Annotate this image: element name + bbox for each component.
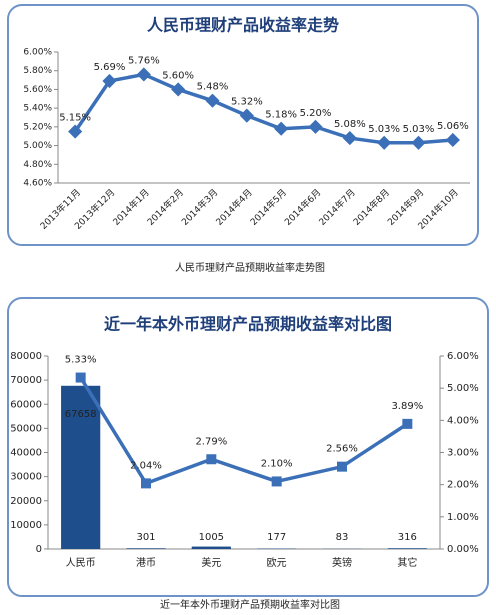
y2-tick-label: 2.00%	[447, 480, 479, 491]
y2-tick-label: 1.00%	[447, 512, 479, 523]
data-label: 5.08%	[334, 119, 366, 130]
y2-tick-label: 3.00%	[447, 448, 479, 459]
y-tick-label: 4.80%	[23, 160, 52, 170]
data-label: 5.03%	[368, 124, 400, 135]
marker	[75, 372, 86, 383]
data-label: 5.15%	[59, 113, 91, 124]
marker	[308, 119, 323, 134]
data-label: 177	[267, 532, 286, 543]
data-label: 5.33%	[65, 355, 97, 366]
data-label: 5.60%	[162, 70, 194, 81]
y-tick-label: 5.40%	[23, 104, 52, 114]
panel	[7, 4, 479, 246]
data-label: 2.10%	[261, 458, 293, 469]
caption: 近一年本外币理财产品预期收益率对比图	[160, 598, 340, 611]
panel	[7, 297, 489, 597]
x-tick-label: 其它	[397, 556, 417, 569]
data-label: 2.04%	[130, 460, 162, 471]
y-tick-label: 40000	[10, 448, 42, 459]
data-label: 67658	[65, 409, 97, 420]
data-label: 5.32%	[231, 97, 263, 108]
marker	[445, 132, 460, 148]
y-tick-label: 4.60%	[23, 179, 52, 189]
data-label: 5.06%	[437, 121, 469, 132]
y-tick-label: 5.80%	[23, 66, 52, 76]
y2-tick-label: 4.00%	[447, 415, 479, 426]
marker	[337, 461, 347, 472]
marker	[342, 131, 357, 146]
x-tick-label: 港币	[136, 557, 156, 569]
bar	[126, 548, 166, 549]
line	[79, 376, 409, 486]
data-label: 2.56%	[326, 444, 358, 455]
caption: 人民币理财产品预期收益率走势图	[175, 261, 325, 274]
data-label: 3.89%	[391, 401, 423, 412]
y-tick-label: 50000	[10, 423, 42, 434]
bar	[387, 548, 427, 549]
marker	[141, 478, 151, 489]
y-tick-label: 80000	[10, 351, 42, 362]
marker	[271, 476, 282, 487]
y2-tick-label: 5.00%	[447, 383, 479, 394]
y-tick-label: 60000	[10, 399, 42, 410]
data-label: 2.79%	[195, 436, 227, 447]
marker	[68, 124, 83, 139]
y-tick-label: 30000	[10, 472, 42, 483]
data-label: 1005	[199, 532, 224, 543]
x-tick-label: 人民币	[66, 557, 96, 569]
y-tick-label: 10000	[10, 520, 42, 531]
y2-tick-label: 0.00%	[447, 544, 479, 555]
marker	[402, 418, 413, 429]
data-label: 83	[336, 532, 349, 543]
data-label: 5.76%	[128, 55, 160, 66]
y2-tick-label: 6.00%	[447, 351, 479, 362]
bar	[191, 546, 231, 549]
marker	[206, 454, 217, 465]
data-label: 5.20%	[300, 108, 332, 119]
chart-title: 人民币理财产品收益率走势	[147, 16, 339, 35]
x-tick-label: 欧元	[267, 557, 287, 569]
data-label: 316	[398, 532, 417, 543]
x-tick-label: 美元	[201, 556, 221, 569]
data-label: 5.03%	[403, 124, 435, 135]
y-tick-label: 5.00%	[23, 141, 52, 151]
y-tick-label: 70000	[10, 375, 42, 386]
y-tick-label: 20000	[10, 496, 42, 507]
data-label: 5.18%	[265, 110, 297, 121]
bar	[61, 385, 101, 549]
data-label: 5.69%	[94, 62, 126, 73]
x-tick-label: 英镑	[332, 556, 352, 569]
marker	[411, 135, 426, 150]
chart-title: 近一年本外币理财产品预期收益率对比图	[104, 315, 392, 334]
data-label: 5.48%	[197, 82, 229, 93]
data-label: 301	[136, 532, 155, 543]
y-tick-label: 6.00%	[23, 48, 52, 58]
y-tick-label: 0	[36, 544, 42, 555]
y-tick-label: 5.60%	[23, 85, 52, 95]
marker	[377, 135, 392, 150]
y-tick-label: 5.20%	[23, 122, 52, 132]
